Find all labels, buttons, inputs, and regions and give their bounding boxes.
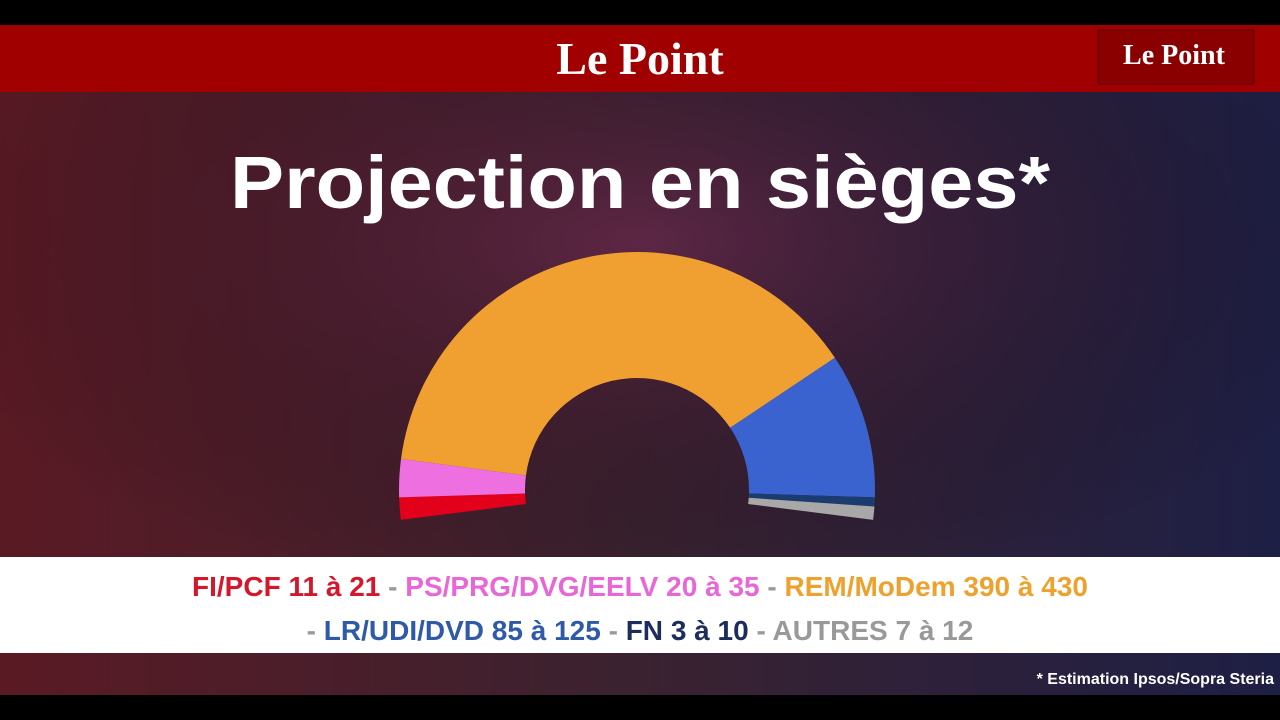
seat-arc bbox=[399, 493, 526, 520]
legend-range-word: à bbox=[326, 571, 342, 602]
legend-range-word: à bbox=[531, 615, 547, 646]
logo: Le Point bbox=[1123, 40, 1226, 71]
legend-high: 21 bbox=[349, 571, 380, 602]
legend-line: - LR/UDI/DVD 85 à 125 - FN 3 à 10 - AUTR… bbox=[307, 615, 974, 646]
legend-line: FI/PCF 11 à 21 - PS/PRG/DVG/EELV 20 à 35… bbox=[192, 571, 1088, 602]
legend-low: 7 bbox=[895, 615, 911, 646]
seat-arc bbox=[748, 493, 875, 507]
legend-box bbox=[0, 557, 1280, 653]
logo-box bbox=[1097, 29, 1255, 85]
legend-range-word: à bbox=[705, 571, 721, 602]
legend-low: 11 bbox=[288, 571, 318, 602]
legend-separator: - bbox=[388, 571, 397, 602]
legend-high: 12 bbox=[942, 615, 973, 646]
legend-name: FI/PCF bbox=[192, 571, 281, 602]
seat-arc bbox=[401, 251, 835, 476]
legend-name: PS/PRG/DVG/EELV bbox=[405, 571, 658, 602]
legend-low: 3 bbox=[671, 615, 687, 646]
legend-low: 390 bbox=[963, 571, 1010, 602]
header-bar bbox=[0, 25, 1280, 92]
legend-name: AUTRES bbox=[773, 615, 888, 646]
footnote: * Estimation Ipsos/Sopra Steria bbox=[1037, 671, 1275, 688]
legend-range-word: à bbox=[1018, 571, 1034, 602]
hemicycle bbox=[399, 251, 875, 520]
legend-range-word: à bbox=[694, 615, 710, 646]
legend-range-word: à bbox=[919, 615, 935, 646]
seat-arc bbox=[399, 458, 526, 498]
legend-separator: - bbox=[767, 571, 776, 602]
legend-separator: - bbox=[609, 615, 618, 646]
legend-name: REM/MoDem bbox=[784, 571, 955, 602]
legend-high: 430 bbox=[1041, 571, 1088, 602]
legend-high: 35 bbox=[728, 571, 759, 602]
seat-arc bbox=[748, 497, 875, 520]
legend-name: LR/UDI/DVD bbox=[324, 615, 484, 646]
legend-low: 20 bbox=[666, 571, 697, 602]
legend-high: 125 bbox=[554, 615, 601, 646]
legend-separator: - bbox=[756, 615, 765, 646]
chart-title: Projection en sièges* bbox=[230, 141, 1050, 224]
legend-separator: - bbox=[307, 615, 316, 646]
seat-arc bbox=[730, 357, 875, 498]
brand: Le Point bbox=[556, 33, 724, 84]
legend-name: FN bbox=[626, 615, 663, 646]
legend-high: 10 bbox=[718, 615, 749, 646]
legend-low: 85 bbox=[492, 615, 523, 646]
